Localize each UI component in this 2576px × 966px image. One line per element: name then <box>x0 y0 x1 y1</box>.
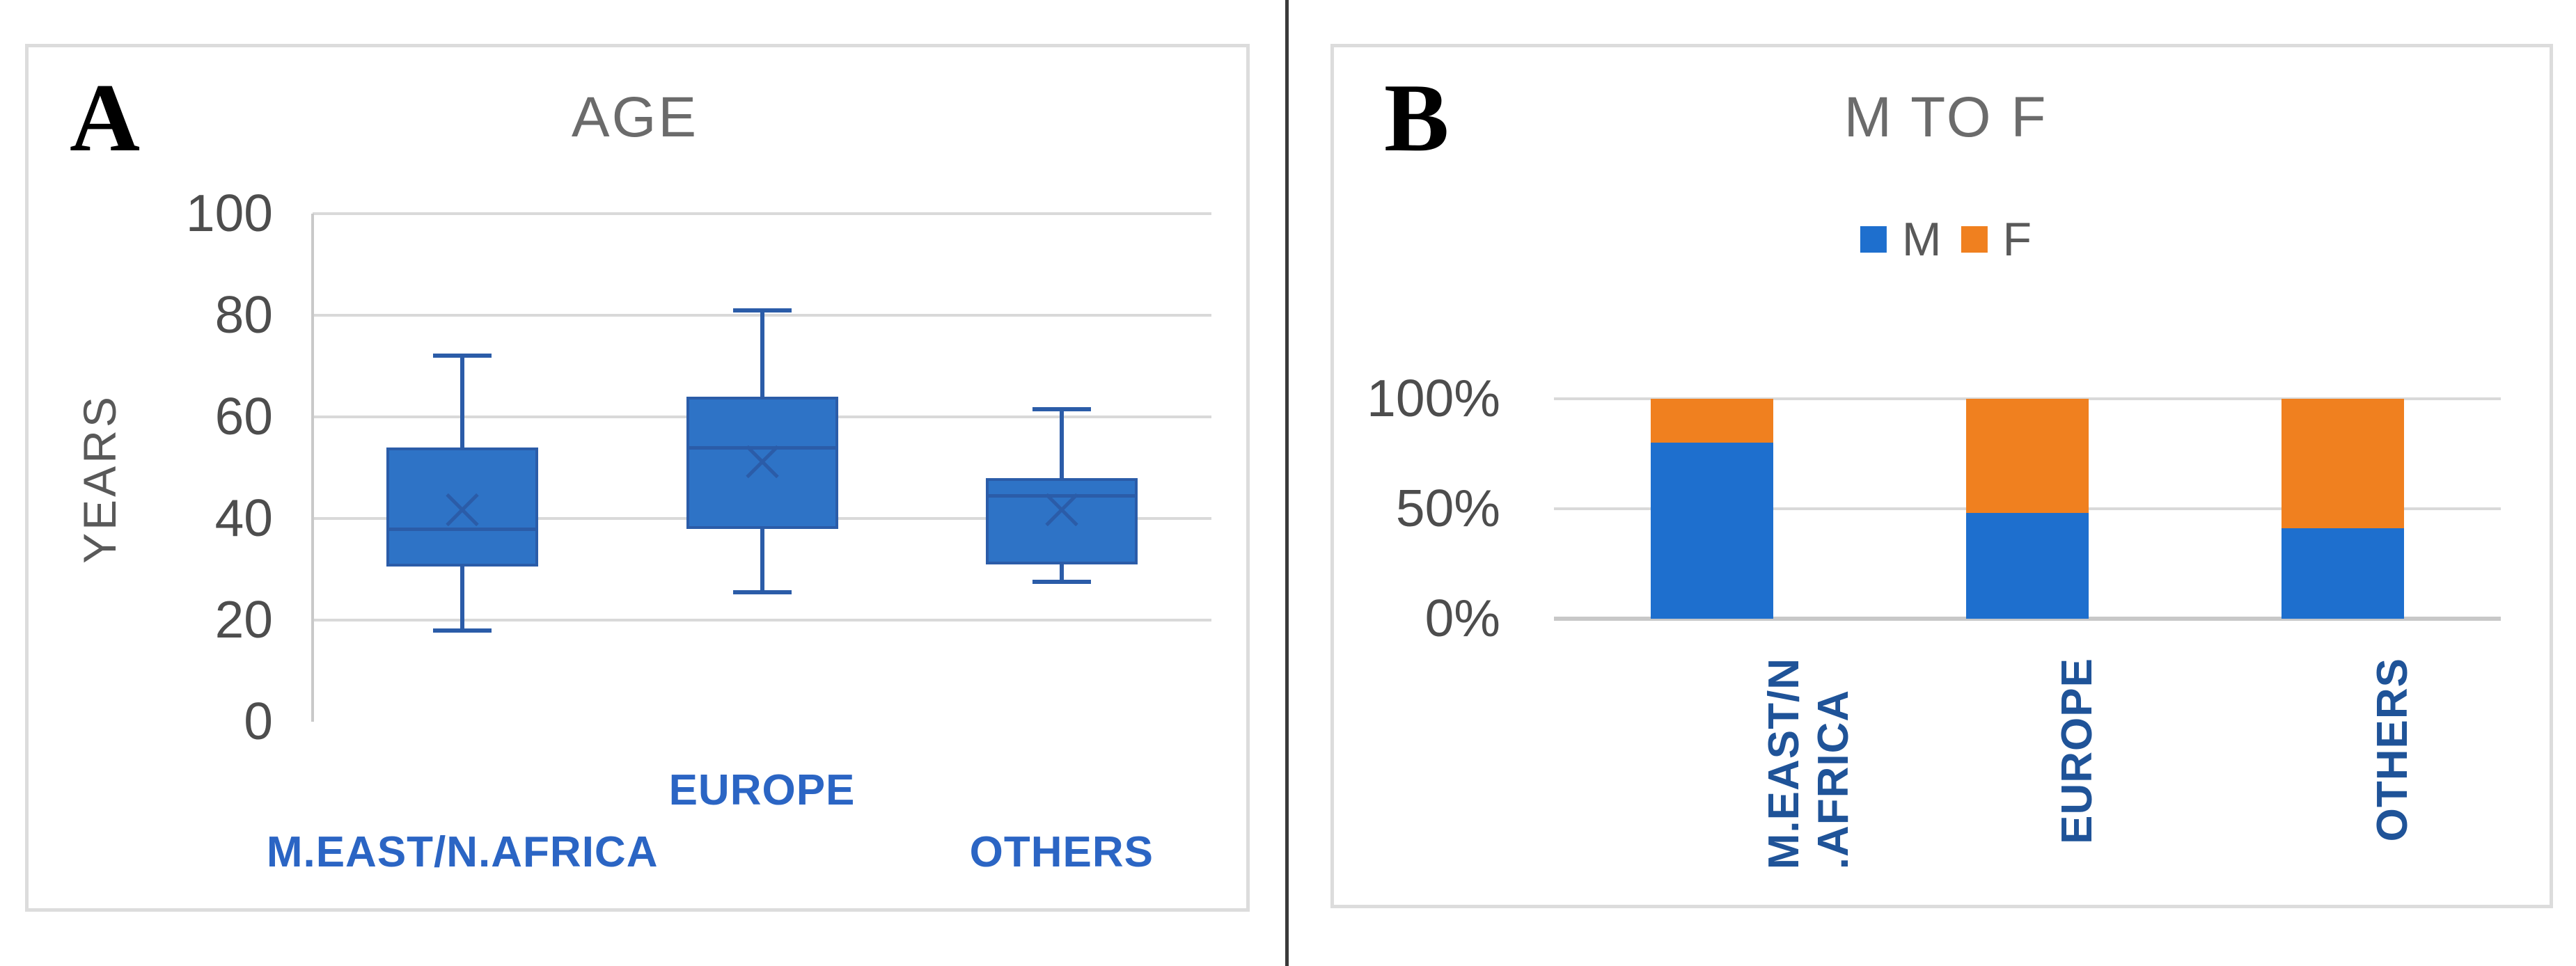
chart-a-plot-area <box>313 212 1211 722</box>
box-whisker-cap-max <box>433 354 492 358</box>
panel-divider-line <box>1285 0 1289 966</box>
chart-b-plot-area <box>1554 397 2501 621</box>
legend-entry-m: M <box>1860 216 1942 263</box>
category-label-text: M.EAST/N .AFRICA <box>1759 658 1858 870</box>
chart-a-title: AGE <box>571 86 699 149</box>
bar-segment-m <box>1966 513 2089 619</box>
category-label: OTHERS <box>969 828 1154 876</box>
panel-b-marker: B <box>1384 64 1450 172</box>
legend-label: F <box>2002 213 2032 266</box>
mean-x-icon <box>1040 486 1083 530</box>
y-gridline <box>1554 617 2501 621</box>
box-whisker-upper <box>460 356 465 448</box>
legend-swatch-m <box>1860 226 1887 253</box>
bar-segment-m <box>1650 443 1773 619</box>
bar-segment-f <box>2282 399 2405 529</box>
bar-segment-f <box>1650 399 1773 443</box>
legend-swatch-f <box>1961 226 1988 253</box>
box-whisker-cap-min <box>433 628 492 633</box>
box-whisker-cap-min <box>1032 580 1091 585</box>
y-axis-tick-label: 40 <box>214 489 273 547</box>
y-axis-tick-label: 80 <box>214 285 273 344</box>
category-label: EUROPE <box>668 766 856 814</box>
category-label: M.EAST/N .AFRICA <box>1759 658 1971 869</box>
box-median-line <box>988 494 1135 498</box>
box-median-line <box>689 445 835 450</box>
y-axis-tick-label: 0 <box>244 692 273 750</box>
category-label-text: OTHERS <box>2369 658 2417 842</box>
y-gridline <box>313 212 1211 215</box>
y-axis-tick-label: 20 <box>214 590 273 649</box>
bar-segment-m <box>2282 528 2405 619</box>
box-whisker-cap-min <box>732 589 792 594</box>
chart-b-title: M TO F <box>1844 86 2048 149</box>
y-gridline <box>313 619 1211 621</box>
y-axis-tick-label: 100 <box>185 184 273 242</box>
mean-x-icon <box>741 438 784 482</box>
box-whisker-cap-max <box>1032 407 1091 412</box>
panel-a-marker: A <box>70 64 141 172</box>
bar-segment-f <box>1966 399 2089 514</box>
box-median-line <box>389 527 536 531</box>
y-axis-tick-label: 100% <box>1367 369 1500 427</box>
category-label: EUROPE <box>2052 658 2239 844</box>
box-whisker-lower <box>760 528 764 592</box>
legend-label: M <box>1901 213 1942 266</box>
panel-a <box>25 44 1250 912</box>
box-whisker-lower <box>460 567 465 631</box>
y-axis-tick-label: 0% <box>1424 589 1500 647</box>
legend-entry-f: F <box>1961 216 2032 263</box>
panel-b <box>1330 44 2553 908</box>
box-iqr <box>985 477 1138 564</box>
box-whisker-cap-max <box>732 308 792 312</box>
box-whisker-upper <box>760 310 764 397</box>
y-axis-tick-label: 50% <box>1395 479 1500 537</box>
y-axis-line <box>311 214 314 722</box>
box-whisker-upper <box>1059 409 1064 478</box>
box-whisker-lower <box>1059 564 1064 583</box>
category-label: OTHERS <box>2368 658 2552 841</box>
category-label: M.EAST/N.AFRICA <box>266 828 659 876</box>
mean-x-icon <box>441 486 484 530</box>
category-label-text: EUROPE <box>2053 658 2101 844</box>
chart-a-y-axis-label: YEARS <box>74 394 125 564</box>
y-axis-tick-label: 60 <box>214 387 273 445</box>
